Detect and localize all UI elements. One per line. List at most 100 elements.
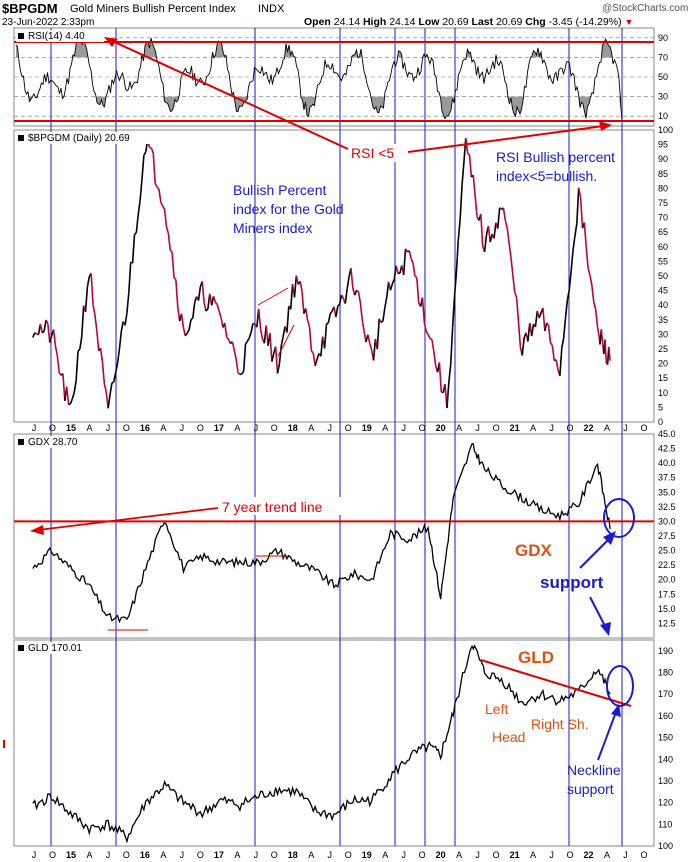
bpgdm-series-segment: [116, 349, 121, 364]
y-tick-label: 20: [658, 359, 668, 369]
bpgdm-series-segment: [551, 345, 556, 361]
bpgdm-series-segment: [299, 281, 303, 292]
bpgdm-series-segment: [135, 214, 140, 233]
bpgdm-series-segment: [274, 346, 279, 374]
bpgdm-series-segment: [107, 394, 111, 409]
x-tick-label: J: [401, 423, 406, 433]
bpgdm-series-segment: [103, 383, 108, 392]
bpgdm-series-segment: [576, 187, 580, 224]
bpgdm-series-segment: [180, 313, 185, 328]
y-tick-label: 190: [658, 646, 673, 656]
bpgdm-series-segment: [449, 327, 454, 365]
x-tick-label: 17: [214, 850, 224, 860]
symbol-title: $BPGDM: [2, 1, 58, 16]
bpgdm-series-segment: [577, 187, 582, 198]
y-tick-label: 95: [658, 140, 668, 150]
bpgdm-series-segment: [286, 305, 290, 333]
bpgdm-series-segment: [237, 371, 241, 375]
bpgdm-series-segment: [464, 138, 469, 154]
red-arrowhead-icon: [104, 37, 118, 47]
y-tick-label: 45.0: [658, 429, 676, 439]
bpgdm-series-segment: [568, 270, 572, 290]
bpgdm-series-segment: [212, 296, 217, 303]
y-tick-label: 22.5: [658, 560, 676, 570]
bpgdm-series-segment: [337, 303, 341, 307]
bpgdm-series-segment: [278, 345, 283, 364]
bpgdm-series-segment: [114, 363, 119, 373]
x-tick-label: A: [234, 423, 240, 433]
bpgdm-series-segment: [438, 362, 443, 393]
bpgdm-series-segment: [244, 340, 249, 345]
bpgdm-series-segment: [205, 308, 209, 312]
bpgdm-series-segment: [96, 330, 100, 351]
low-value: 20.69: [442, 16, 469, 28]
x-tick-label: O: [271, 850, 278, 860]
bpgdm-series-segment: [312, 353, 316, 366]
bpgdm-series-segment: [504, 220, 508, 228]
last-label: Last: [471, 16, 494, 28]
bpgdm-series-segment: [367, 334, 371, 344]
bpgdm-series-segment: [163, 209, 168, 227]
bpgdm-series-segment: [118, 331, 123, 350]
bpgdm-series-segment: [233, 349, 237, 360]
blue-arrowhead-icon: [600, 622, 611, 636]
bpgdm-series-segment: [314, 359, 318, 367]
head-annotation: Head: [492, 729, 525, 745]
bpgdm-series-segment: [583, 222, 588, 248]
bpgdm-legend-swatch: [18, 135, 24, 141]
rsi-panel-label: RSI(14) 4.40: [28, 31, 85, 42]
bpgdm-series-segment: [99, 348, 104, 362]
x-tick-label: A: [382, 423, 388, 433]
y-tick-label: 65: [658, 227, 668, 237]
x-tick-label: J: [254, 850, 259, 860]
bpgdm-annotation-line: index for the Gold: [233, 201, 344, 217]
bpgdm-series-segment: [357, 291, 362, 303]
bpgdm-series-segment: [410, 258, 414, 264]
x-tick-label: 21: [510, 423, 520, 433]
y-tick-label: 50: [658, 271, 668, 281]
bpgdm-series-segment: [152, 153, 156, 184]
red-trend-stroke: [277, 324, 295, 357]
y-tick-label: 35: [658, 315, 668, 325]
y-tick-label: 42.5: [658, 444, 676, 454]
y-tick-label: 90: [658, 33, 668, 43]
x-tick-label: J: [328, 423, 333, 433]
bpgdm-series-segment: [241, 370, 245, 375]
y-tick-label: 20.0: [658, 575, 676, 585]
bpgdm-series-segment: [393, 265, 397, 280]
x-tick-label: O: [345, 423, 352, 433]
y-tick-label: 160: [658, 711, 673, 721]
chart-date: 23-Jun-2022 2:33pm: [2, 17, 95, 28]
down-arrow-icon: ▼: [624, 17, 634, 27]
bpgdm-series-segment: [80, 305, 85, 337]
bpgdm-series-segment: [90, 273, 94, 305]
bpgdm-annotation-line: Bullish Percent: [233, 182, 326, 198]
bpgdm-series-segment: [34, 332, 38, 335]
bpgdm-series-segment: [463, 138, 467, 163]
bpgdm-series-segment: [431, 339, 435, 352]
y-tick-label: 37.5: [658, 473, 676, 483]
bpgdm-series-segment: [167, 233, 172, 251]
y-tick-label: 40: [658, 300, 668, 310]
rsi-bullish-annotation-line: RSI Bullish percent: [496, 149, 615, 165]
bpgdm-series-segment: [380, 320, 384, 323]
bpgdm-series-segment: [165, 226, 170, 234]
bpgdm-series-segment: [43, 319, 47, 332]
bpgdm-series-segment: [542, 307, 546, 332]
bpgdm-series-segment: [128, 261, 132, 293]
bpgdm-series-segment: [340, 294, 345, 299]
chg-label: Chg: [525, 16, 546, 28]
x-tick-label: O: [419, 850, 426, 860]
bpgdm-series-segment: [359, 302, 364, 321]
bpgdm-series-segment: [457, 219, 461, 241]
bpgdm-series-segment: [555, 359, 559, 370]
bpgdm-series-segment: [73, 380, 77, 393]
x-tick-label: A: [308, 423, 314, 433]
bpgdm-series-segment: [176, 306, 181, 322]
x-tick-label: 22: [584, 850, 594, 860]
bpgdm-series-segment: [391, 279, 395, 285]
x-tick-label: J: [549, 850, 554, 860]
x-tick-label: O: [123, 850, 130, 860]
bpgdm-series-segment: [173, 277, 177, 281]
bpgdm-series-segment: [65, 386, 70, 405]
